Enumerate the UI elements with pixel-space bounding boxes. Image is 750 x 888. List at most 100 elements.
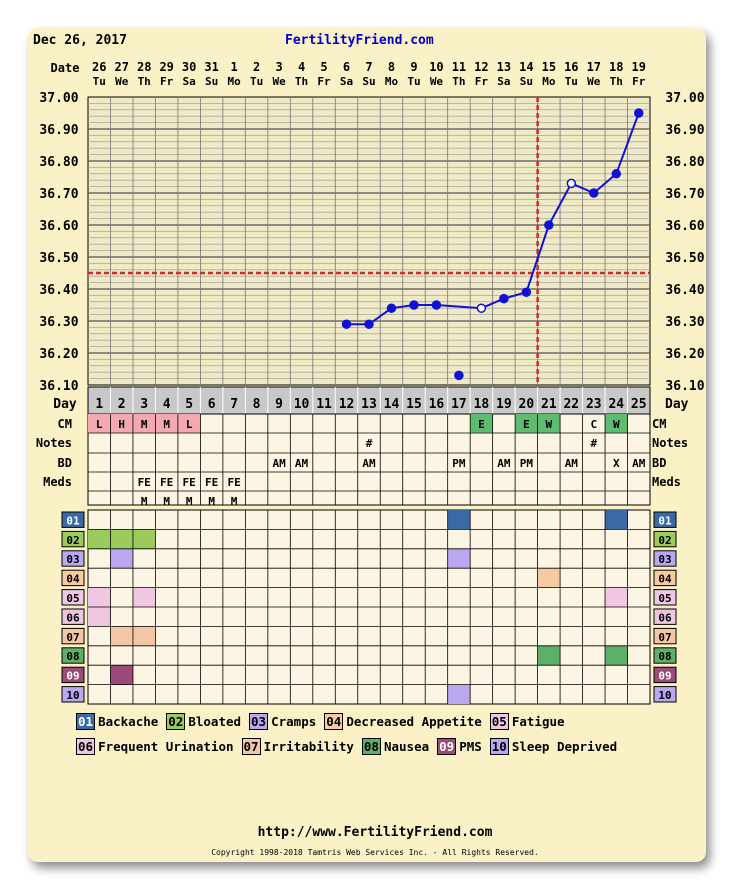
- bd-mark: AM: [632, 457, 646, 470]
- legend-label: Sleep Deprived: [511, 738, 618, 754]
- legend-item: 03 Cramps: [249, 710, 316, 735]
- symptom-code-box-right: [653, 589, 677, 606]
- date-label: 19: [632, 60, 646, 74]
- date-label: 1: [231, 60, 238, 74]
- weekday-label: Su: [205, 75, 218, 88]
- weekday-label: Sa: [497, 75, 510, 88]
- weekday-label: Fr: [632, 75, 646, 88]
- cm-code: L: [186, 418, 193, 431]
- med-mark: FE: [183, 476, 196, 489]
- bd-mark: AM: [362, 457, 376, 470]
- med-mark: FE: [138, 476, 151, 489]
- note-mark: #: [366, 437, 373, 450]
- row-label-left: Meds: [43, 475, 72, 489]
- bd-mark: AM: [295, 457, 309, 470]
- weekday-label: Tu: [93, 75, 106, 88]
- symptom-code-left: 06: [66, 611, 80, 624]
- cm-cell: [88, 414, 111, 433]
- copyright: Copyright 1998-2018 Tamtris Web Services…: [211, 848, 539, 857]
- date-label: 2: [253, 60, 260, 74]
- note-mark: #: [590, 437, 597, 450]
- date-label: 12: [474, 60, 488, 74]
- date-label: 8: [388, 60, 395, 74]
- symptom-cell: [447, 510, 471, 530]
- symptom-code-right: 10: [658, 689, 671, 702]
- date-label: 29: [159, 60, 173, 74]
- date-label: 16: [564, 60, 578, 74]
- y-tick-label-right: 37.00: [665, 91, 704, 106]
- legend-code: 09: [437, 737, 457, 755]
- cm-code: M: [163, 418, 170, 431]
- symptom-code-box-right: [653, 647, 677, 664]
- legend-code: 10: [489, 737, 509, 755]
- day-number: 20: [519, 397, 535, 412]
- weekday-label: We: [587, 75, 601, 88]
- row-label-right: CM: [652, 417, 666, 431]
- symptom-cell: [88, 607, 111, 627]
- weekday-label: Th: [295, 75, 308, 88]
- y-tick-label-right: 36.30: [665, 315, 704, 330]
- legend-label: Backache: [98, 714, 159, 729]
- symptom-cell: [605, 645, 628, 666]
- y-tick-label-left: 36.10: [39, 379, 78, 394]
- footer-url[interactable]: http://www.FertilityFriend.com: [257, 825, 493, 840]
- date-label: 13: [497, 60, 511, 74]
- legend-code: 07: [241, 737, 261, 755]
- symptom-cell: [132, 587, 156, 607]
- legend-item: 09 PMS: [437, 735, 482, 760]
- cm-code: H: [118, 418, 125, 431]
- symptom-cell: [605, 510, 628, 530]
- temp-point: [499, 293, 509, 304]
- row-label-left: BD: [58, 456, 72, 470]
- med-mark: M: [141, 495, 148, 508]
- legend-code: 06: [76, 737, 96, 755]
- date-label: 27: [114, 60, 128, 74]
- symptom-code-left: 09: [66, 670, 79, 683]
- bd-mark: X: [613, 457, 620, 470]
- temp-point: [544, 220, 554, 230]
- symptom-code-right: 05: [658, 592, 671, 605]
- legend-code: 03: [249, 713, 269, 730]
- weekday-label: Mo: [385, 75, 399, 88]
- date-label: 30: [182, 60, 196, 74]
- symptom-code-right: 06: [658, 611, 672, 624]
- date-label: 4: [298, 60, 305, 74]
- weekday-label: Fr: [475, 75, 489, 88]
- symptom-cell: [110, 548, 133, 569]
- legend-label: Frequent Urination: [98, 738, 234, 754]
- bd-mark: PM: [520, 457, 534, 470]
- day-number: 6: [208, 397, 216, 412]
- weekday-label: Th: [138, 75, 151, 88]
- day-number: 21: [541, 397, 557, 412]
- symptom-cell: [110, 529, 133, 549]
- weekday-label: Su: [362, 75, 375, 88]
- day-number: 4: [163, 397, 171, 412]
- weekday-label: Mo: [542, 75, 556, 88]
- symptom-code-box-right: [653, 627, 677, 645]
- y-tick-label-right: 36.20: [665, 347, 704, 362]
- symptom-cell: [110, 665, 133, 685]
- temp-plot-area: [87, 96, 651, 386]
- date-label: 5: [320, 60, 327, 74]
- med-mark: M: [163, 495, 170, 508]
- symptom-code-box-left: [61, 647, 85, 664]
- y-tick-label-left: 37.00: [39, 91, 78, 106]
- symptom-code-left: 08: [66, 650, 79, 663]
- symptom-code-box-left: [61, 550, 85, 567]
- cm-cell: [515, 414, 538, 433]
- symptom-legend: 01 Backache 02 Bloated 03 Cramps 04 Decreased A…: [76, 710, 676, 759]
- symptom-cell: [110, 626, 133, 646]
- y-tick-label-right: 36.90: [665, 123, 704, 138]
- symptom-code-left: 03: [66, 553, 79, 566]
- symptom-code-box-right: [653, 511, 677, 528]
- legend-code: 01: [76, 713, 96, 730]
- site-name[interactable]: FertilityFriend.com: [285, 33, 434, 48]
- cm-cell: [110, 414, 133, 433]
- temp-point: [431, 300, 442, 310]
- day-number: 15: [406, 397, 422, 412]
- day-number: 22: [563, 397, 579, 412]
- symptom-code-box-left: [61, 666, 85, 684]
- temp-point: [521, 287, 532, 297]
- day-number: 14: [384, 397, 400, 412]
- cm-cell: [132, 414, 156, 433]
